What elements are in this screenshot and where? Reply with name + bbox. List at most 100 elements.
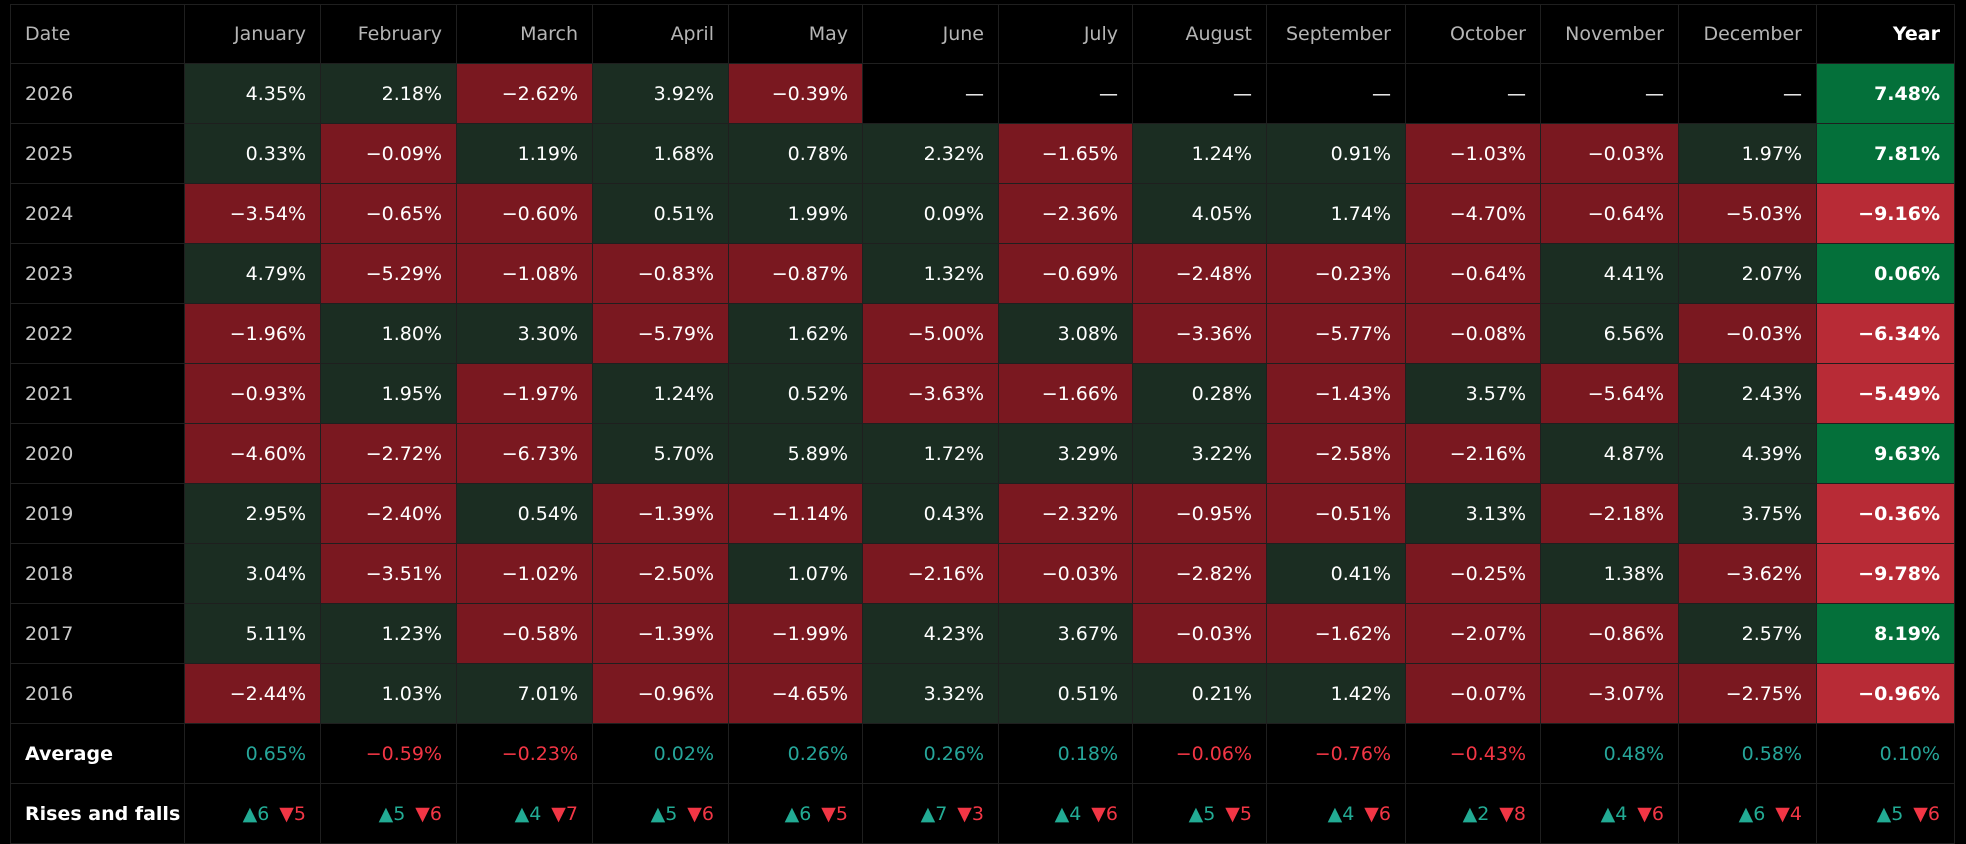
yearly-return-cell: −5.49% [1816,363,1955,424]
falls-count: ▼5 [821,802,848,825]
monthly-return-cell: 2.57% [1678,603,1817,664]
monthly-return-cell: −0.51% [1266,483,1406,544]
monthly-return-cell: 2.07% [1678,243,1817,304]
monthly-return-cell: — [1540,63,1679,124]
monthly-return-cell: 1.24% [1132,123,1267,184]
rises-falls-counts: ▲6 ▼5 [785,803,848,825]
rises-falls-month-cell: ▲4 ▼6 [1540,783,1679,844]
column-header-month[interactable]: August [1132,4,1267,64]
seasonals-table: Date January February March April May June Jul… [10,4,1955,844]
monthly-return-cell: −4.60% [184,423,321,484]
column-header-month[interactable]: March [456,4,593,64]
column-header-month[interactable]: July [998,4,1133,64]
falls-count: ▼7 [551,802,578,825]
monthly-return-cell: −2.44% [184,663,321,724]
table-body: 2026 4.35% 2.18% −2.62% 3.92% −0.39% — — — — — — —7.… [10,63,1955,724]
monthly-return-cell: 1.19% [456,123,593,184]
monthly-return-cell: 1.23% [320,603,457,664]
monthly-return-cell: −2.32% [998,483,1133,544]
monthly-return-cell: −2.18% [1540,483,1679,544]
falls-count: ▼5 [279,802,306,825]
rises-count: ▲5 [1188,802,1216,825]
column-header-date[interactable]: Date [10,4,185,64]
monthly-return-cell: −5.03% [1678,183,1817,244]
monthly-return-cell: 3.08% [998,303,1133,364]
average-year-cell: 0.10% [1816,723,1955,784]
rises-falls-counts: ▲5 ▼6 [379,803,442,825]
column-header-month[interactable]: January [184,4,321,64]
monthly-return-cell: 4.79% [184,243,321,304]
monthly-return-cell: −0.64% [1405,243,1541,304]
monthly-return-cell: 3.67% [998,603,1133,664]
column-header-month[interactable]: June [862,4,999,64]
monthly-return-cell: 0.51% [592,183,729,244]
monthly-return-cell: −0.58% [456,603,593,664]
monthly-return-cell: −2.40% [320,483,457,544]
monthly-return-cell: −0.83% [592,243,729,304]
column-header-month[interactable]: May [728,4,863,64]
monthly-return-cell: — [1132,63,1267,124]
monthly-return-cell: −1.66% [998,363,1133,424]
table-row: 2023 4.79% −5.29% −1.08% −0.83% −0.87% 1.32% −0… [10,243,1955,304]
rises-count: ▲4 [1054,802,1082,825]
row-year-label: 2022 [10,303,185,364]
monthly-return-cell: 3.92% [592,63,729,124]
yearly-return-cell: −0.36% [1816,483,1955,544]
monthly-return-cell: 0.33% [184,123,321,184]
column-header-month[interactable]: April [592,4,729,64]
monthly-return-cell: −1.65% [998,123,1133,184]
monthly-return-cell: −3.54% [184,183,321,244]
rises-falls-month-cell: ▲6 ▼5 [184,783,321,844]
monthly-return-cell: 1.03% [320,663,457,724]
monthly-return-cell: 1.74% [1266,183,1406,244]
monthly-return-cell: 1.99% [728,183,863,244]
monthly-return-cell: 3.22% [1132,423,1267,484]
column-header-month[interactable]: February [320,4,457,64]
row-year-label: 2021 [10,363,185,424]
row-year-label: 2026 [10,63,185,124]
column-header-month[interactable]: October [1405,4,1541,64]
table-row: 2022 −1.96% 1.80% 3.30% −5.79% 1.62% −5.00% 3.0… [10,303,1955,364]
monthly-return-cell: 3.29% [998,423,1133,484]
monthly-return-cell: −2.82% [1132,543,1267,604]
rises-count: ▲6 [1738,802,1766,825]
monthly-return-cell: −0.60% [456,183,593,244]
monthly-return-cell: 0.91% [1266,123,1406,184]
column-header-month[interactable]: September [1266,4,1406,64]
column-header-month[interactable]: December [1678,4,1817,64]
falls-count: ▼6 [687,802,714,825]
rises-falls-month-cell: ▲6 ▼4 [1678,783,1817,844]
monthly-return-cell: 3.57% [1405,363,1541,424]
rises-count: ▲7 [920,802,948,825]
average-month-cell: −0.43% [1405,723,1541,784]
monthly-return-cell: −2.36% [998,183,1133,244]
rises-falls-month-cell: ▲6 ▼5 [728,783,863,844]
monthly-return-cell: 0.51% [998,663,1133,724]
monthly-return-cell: 0.41% [1266,543,1406,604]
falls-count: ▼6 [1913,802,1940,825]
yearly-return-cell: −6.34% [1816,303,1955,364]
monthly-return-cell: −2.16% [1405,423,1541,484]
column-header-month[interactable]: November [1540,4,1679,64]
average-month-cell: 0.48% [1540,723,1679,784]
monthly-return-cell: −1.02% [456,543,593,604]
average-month-cell: −0.23% [456,723,593,784]
rises-falls-row: Rises and falls ▲6 ▼5 ▲5 ▼6 ▲4 ▼7 ▲5 ▼6 ▲6 ▼5 ▲7 ▼3… [10,783,1955,844]
monthly-return-cell: −1.62% [1266,603,1406,664]
monthly-return-cell: −0.09% [320,123,457,184]
monthly-return-cell: 1.80% [320,303,457,364]
monthly-return-cell: 0.78% [728,123,863,184]
monthly-return-cell: −0.03% [1678,303,1817,364]
falls-count: ▼6 [1091,802,1118,825]
monthly-return-cell: 2.32% [862,123,999,184]
average-month-cell: −0.06% [1132,723,1267,784]
monthly-return-cell: −3.07% [1540,663,1679,724]
monthly-return-cell: 1.72% [862,423,999,484]
falls-count: ▼6 [1637,802,1664,825]
column-header-year[interactable]: Year [1816,4,1955,64]
monthly-return-cell: −0.39% [728,63,863,124]
monthly-return-cell: 1.24% [592,363,729,424]
monthly-return-cell: −1.14% [728,483,863,544]
row-year-label: 2024 [10,183,185,244]
monthly-return-cell: 1.62% [728,303,863,364]
